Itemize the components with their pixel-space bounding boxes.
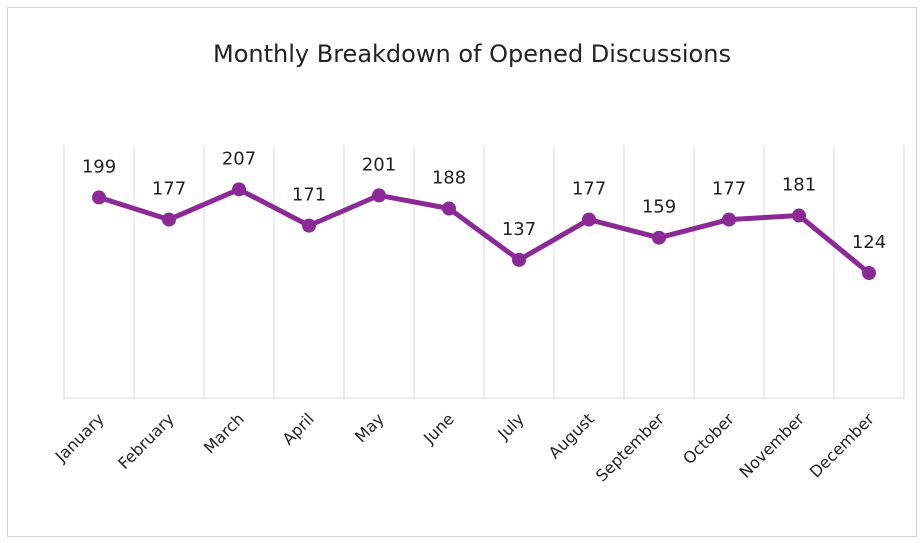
data-point — [722, 212, 736, 227]
data-label: 199 — [82, 156, 116, 177]
data-point — [792, 208, 806, 223]
data-point — [862, 266, 876, 281]
chart-frame — [7, 7, 917, 537]
data-point — [372, 188, 386, 203]
data-label: 137 — [502, 219, 536, 240]
data-point — [162, 212, 176, 227]
data-label: 207 — [222, 148, 256, 169]
data-point — [652, 230, 666, 245]
data-point — [442, 201, 456, 216]
data-point — [512, 252, 526, 267]
data-label: 171 — [292, 185, 326, 206]
data-label: 177 — [572, 179, 606, 200]
data-label: 159 — [642, 197, 676, 218]
data-label: 177 — [712, 179, 746, 200]
data-label: 124 — [852, 232, 886, 253]
data-point — [92, 190, 106, 205]
data-label: 188 — [432, 167, 466, 188]
data-label: 177 — [152, 179, 186, 200]
data-label: 201 — [362, 154, 396, 175]
data-point — [302, 218, 316, 233]
data-label: 181 — [782, 175, 816, 196]
data-point — [582, 212, 596, 227]
data-line — [98, 186, 871, 275]
data-point — [232, 182, 246, 197]
chart-title: Monthly Breakdown of Opened Discussions — [213, 40, 731, 68]
